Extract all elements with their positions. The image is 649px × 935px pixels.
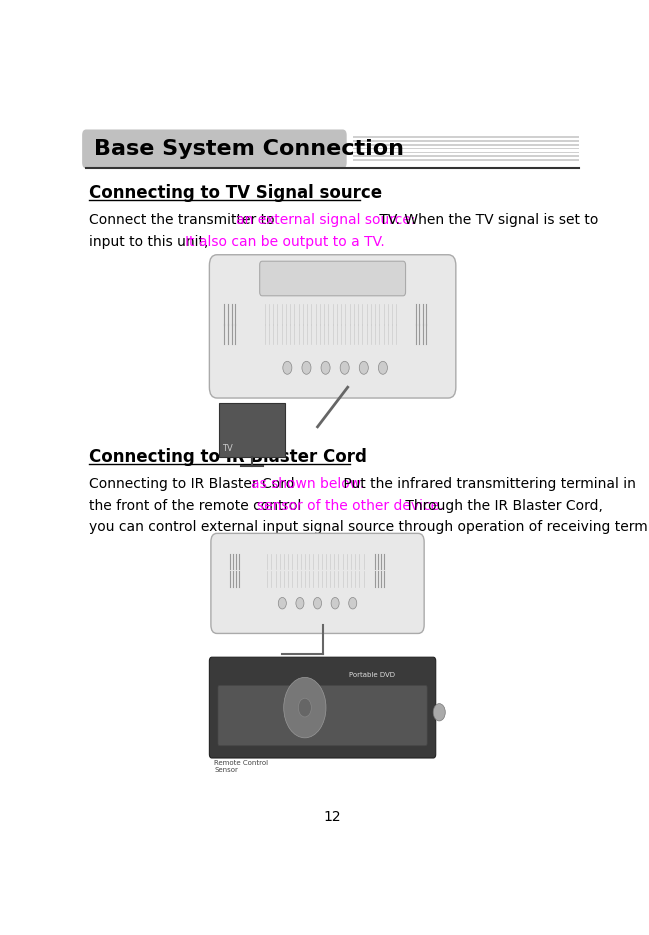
Text: Remote Control
Sensor: Remote Control Sensor [214, 760, 269, 773]
Circle shape [360, 361, 369, 374]
Text: Base System Connection: Base System Connection [93, 139, 404, 159]
Circle shape [299, 698, 312, 717]
Bar [353, 159, 579, 161]
Text: It also can be output to a TV.: It also can be output to a TV. [184, 235, 384, 249]
Circle shape [331, 597, 339, 609]
FancyBboxPatch shape [211, 533, 424, 633]
FancyBboxPatch shape [210, 254, 456, 398]
Text: you can control external input signal source through operation of receiving term: you can control external input signal so… [89, 521, 649, 535]
Bar [219, 403, 285, 457]
Text: the front of the remote control: the front of the remote control [89, 498, 306, 512]
Text: Connecting to IR Blaster Cord: Connecting to IR Blaster Cord [89, 449, 367, 467]
Circle shape [284, 677, 326, 738]
Circle shape [278, 597, 286, 609]
Circle shape [349, 597, 357, 609]
Text: TV. When the TV signal is set to: TV. When the TV signal is set to [375, 213, 598, 227]
Text: Connecting to TV Signal source: Connecting to TV Signal source [89, 184, 382, 202]
Circle shape [378, 361, 387, 374]
Text: TV: TV [222, 444, 233, 453]
Text: Portable DVD: Portable DVD [349, 672, 395, 678]
Text: an external signal source:: an external signal source: [236, 213, 415, 227]
Bar [353, 151, 579, 153]
FancyBboxPatch shape [260, 261, 406, 295]
Text: Through the IR Blaster Cord,: Through the IR Blaster Cord, [401, 498, 603, 512]
Circle shape [434, 704, 445, 721]
Bar [353, 148, 579, 150]
Text: 12: 12 [324, 810, 341, 824]
FancyBboxPatch shape [218, 685, 427, 746]
Text: input to this unit,: input to this unit, [89, 235, 212, 249]
Bar [353, 136, 579, 137]
Circle shape [321, 361, 330, 374]
Bar [353, 155, 579, 157]
FancyBboxPatch shape [82, 129, 347, 168]
Text: sensor of the other device.: sensor of the other device. [256, 498, 443, 512]
Text: Connect the transmitter to: Connect the transmitter to [89, 213, 278, 227]
FancyBboxPatch shape [210, 657, 435, 758]
Text: as shown below.: as shown below. [251, 477, 365, 491]
Text: Connecting to IR Blaster Cord: Connecting to IR Blaster Cord [89, 477, 299, 491]
Bar [353, 144, 579, 146]
Bar [353, 140, 579, 141]
Circle shape [283, 361, 292, 374]
Text: Put the infrared transmittering terminal in: Put the infrared transmittering terminal… [339, 477, 636, 491]
Circle shape [313, 597, 321, 609]
Circle shape [296, 597, 304, 609]
Circle shape [340, 361, 349, 374]
Circle shape [302, 361, 311, 374]
